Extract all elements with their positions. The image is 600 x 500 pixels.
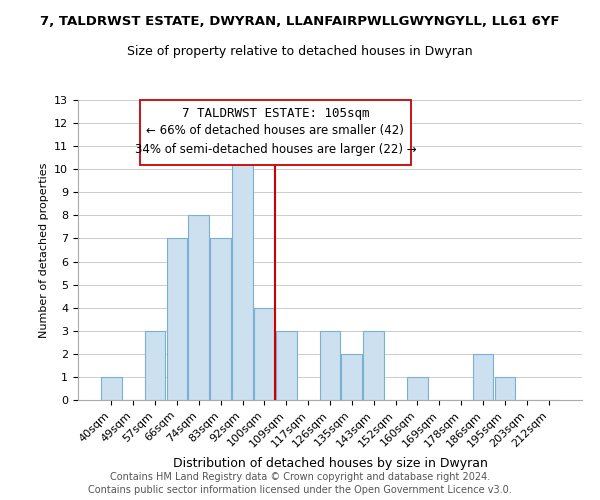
Y-axis label: Number of detached properties: Number of detached properties bbox=[38, 162, 49, 338]
Text: ← 66% of detached houses are smaller (42): ← 66% of detached houses are smaller (42… bbox=[146, 124, 404, 137]
Bar bbox=[320, 331, 340, 400]
Bar bbox=[473, 354, 493, 400]
Bar bbox=[167, 238, 187, 400]
Bar bbox=[101, 377, 122, 400]
Bar bbox=[210, 238, 231, 400]
X-axis label: Distribution of detached houses by size in Dwyran: Distribution of detached houses by size … bbox=[173, 457, 487, 470]
Text: 7 TALDRWST ESTATE: 105sqm: 7 TALDRWST ESTATE: 105sqm bbox=[182, 107, 369, 120]
Bar bbox=[494, 377, 515, 400]
Bar bbox=[188, 216, 209, 400]
Text: 34% of semi-detached houses are larger (22) →: 34% of semi-detached houses are larger (… bbox=[134, 142, 416, 156]
Bar bbox=[407, 377, 428, 400]
Bar bbox=[145, 331, 166, 400]
Text: Contains public sector information licensed under the Open Government Licence v3: Contains public sector information licen… bbox=[88, 485, 512, 495]
FancyBboxPatch shape bbox=[140, 100, 411, 164]
Bar bbox=[341, 354, 362, 400]
Bar bbox=[232, 146, 253, 400]
Bar bbox=[364, 331, 384, 400]
Bar bbox=[276, 331, 296, 400]
Text: Size of property relative to detached houses in Dwyran: Size of property relative to detached ho… bbox=[127, 45, 473, 58]
Text: 7, TALDRWST ESTATE, DWYRAN, LLANFAIRPWLLGWYNGYLL, LL61 6YF: 7, TALDRWST ESTATE, DWYRAN, LLANFAIRPWLL… bbox=[40, 15, 560, 28]
Text: Contains HM Land Registry data © Crown copyright and database right 2024.: Contains HM Land Registry data © Crown c… bbox=[110, 472, 490, 482]
Bar bbox=[254, 308, 275, 400]
